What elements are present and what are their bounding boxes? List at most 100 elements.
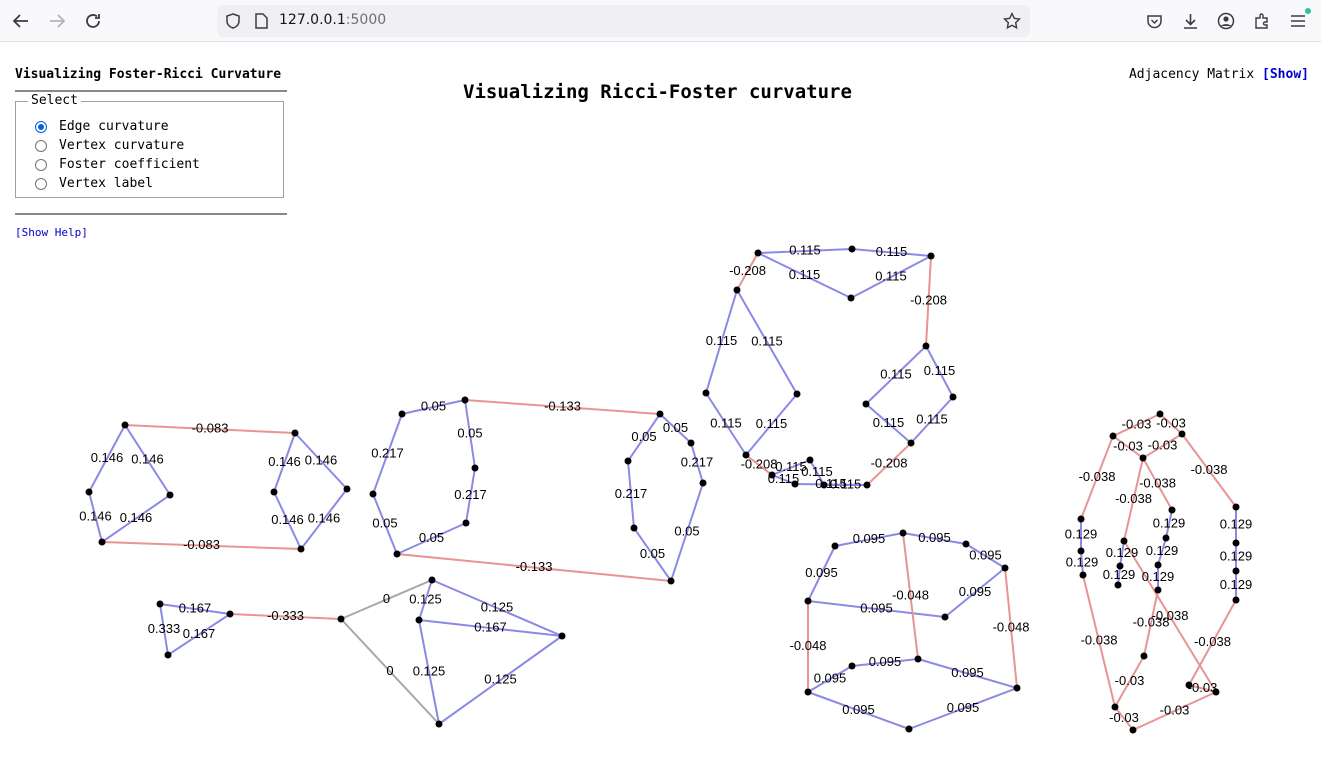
graph-edge[interactable]: [167, 613, 231, 656]
graph-edge[interactable]: [866, 442, 912, 486]
graph-edge[interactable]: [396, 553, 672, 582]
graph-edge[interactable]: [401, 399, 466, 415]
graph-vertex[interactable]: [847, 294, 855, 302]
graph-edge[interactable]: [1165, 509, 1173, 539]
graph-vertex[interactable]: [742, 451, 750, 459]
graph-vertex[interactable]: [1232, 503, 1240, 511]
graph-edge[interactable]: [159, 603, 231, 615]
graph-vertex[interactable]: [949, 393, 957, 401]
graph-vertex[interactable]: [941, 613, 949, 621]
graph-vertex[interactable]: [471, 464, 479, 472]
graph-edge[interactable]: [294, 432, 348, 490]
graph-vertex[interactable]: [702, 389, 710, 397]
graph-vertex[interactable]: [337, 615, 345, 623]
graph-vertex[interactable]: [1111, 703, 1119, 711]
graph-vertex[interactable]: [393, 550, 401, 558]
graph-vertex[interactable]: [1120, 537, 1128, 545]
graph-edge[interactable]: [273, 432, 296, 493]
graph-edge[interactable]: [418, 579, 433, 621]
graph-vertex[interactable]: [754, 249, 762, 257]
graph-vertex[interactable]: [768, 471, 776, 479]
radio-button[interactable]: [35, 158, 47, 171]
graph-edge[interactable]: [851, 658, 919, 667]
graph-vertex[interactable]: [1079, 571, 1087, 579]
graph-edge[interactable]: [1119, 540, 1125, 567]
radio-button[interactable]: [35, 177, 47, 190]
graph-vertex[interactable]: [656, 410, 664, 418]
graph-edge[interactable]: [1112, 413, 1161, 437]
graph-vertex[interactable]: [1139, 454, 1147, 462]
graph-vertex[interactable]: [369, 490, 377, 498]
graph-vertex[interactable]: [914, 655, 922, 663]
graph-vertex[interactable]: [793, 390, 801, 398]
graph-vertex[interactable]: [1129, 726, 1137, 734]
graph-edge[interactable]: [1142, 457, 1173, 511]
radio-vertex-curvature[interactable]: Vertex curvature: [35, 136, 184, 155]
graph-vertex[interactable]: [1116, 562, 1124, 570]
graph-vertex[interactable]: [1140, 652, 1148, 660]
graph-vertex[interactable]: [899, 529, 907, 537]
radio-foster-coefficient[interactable]: Foster coefficient: [35, 155, 200, 174]
graph-edge[interactable]: [1188, 684, 1217, 693]
graph-edge[interactable]: [807, 665, 853, 693]
graph-edge[interactable]: [431, 579, 563, 637]
graph-vertex[interactable]: [428, 576, 436, 584]
graph-edge[interactable]: [690, 442, 704, 484]
graph-edge[interactable]: [1080, 435, 1114, 520]
show-adjacency-link[interactable]: [Show]: [1262, 67, 1309, 82]
graph-vertex[interactable]: [907, 439, 915, 447]
graph-vertex[interactable]: [1212, 688, 1220, 696]
graph-vertex[interactable]: [415, 616, 423, 624]
graph-edge[interactable]: [809, 459, 825, 486]
graph-vertex[interactable]: [398, 410, 406, 418]
graph-vertex[interactable]: [121, 421, 129, 429]
radio-button[interactable]: [35, 139, 47, 152]
graph-vertex[interactable]: [848, 245, 856, 253]
graph-edge[interactable]: [627, 413, 661, 462]
back-icon[interactable]: [9, 9, 33, 33]
graph-edge[interactable]: [745, 454, 773, 476]
graph-edge[interactable]: [1157, 537, 1167, 566]
graph-vertex[interactable]: [226, 610, 234, 618]
show-help-link[interactable]: [Show Help]: [15, 226, 88, 239]
forward-icon[interactable]: [45, 9, 69, 33]
graph-edge[interactable]: [851, 248, 932, 257]
graph-edge[interactable]: [1082, 574, 1116, 708]
graph-edge[interactable]: [1123, 540, 1217, 693]
graph-edge[interactable]: [372, 493, 398, 555]
graph-edge[interactable]: [124, 424, 296, 434]
graph-vertex[interactable]: [461, 396, 469, 404]
graph-edge[interactable]: [372, 413, 403, 495]
radio-vertex-label[interactable]: Vertex label: [35, 174, 153, 193]
extensions-icon[interactable]: [1250, 9, 1274, 33]
graph-vertex[interactable]: [733, 286, 741, 294]
graph-vertex[interactable]: [1232, 596, 1240, 604]
graph-vertex[interactable]: [927, 252, 935, 260]
radio-button-checked[interactable]: [35, 120, 47, 133]
menu-icon[interactable]: [1286, 8, 1311, 33]
graph-vertex[interactable]: [1154, 586, 1162, 594]
graph-edge[interactable]: [705, 392, 747, 456]
graph-edge[interactable]: [633, 527, 672, 582]
graph-edge[interactable]: [670, 482, 704, 582]
graph-edge[interactable]: [229, 613, 342, 620]
graph-edge[interactable]: [464, 399, 476, 469]
graph-vertex[interactable]: [962, 540, 970, 548]
graph-edge[interactable]: [745, 393, 798, 456]
graph-vertex[interactable]: [791, 480, 799, 488]
graph-vertex[interactable]: [297, 545, 305, 553]
graph-vertex[interactable]: [630, 524, 638, 532]
graph-edge[interactable]: [910, 396, 954, 444]
graph-edge[interactable]: [438, 635, 563, 725]
graph-vertex[interactable]: [1001, 564, 1009, 572]
graph-edge[interactable]: [465, 467, 476, 524]
graph-edge[interactable]: [902, 532, 919, 660]
graph-edge[interactable]: [1188, 599, 1237, 686]
account-icon[interactable]: [1214, 9, 1238, 33]
graph-vertex[interactable]: [699, 479, 707, 487]
graph-vertex[interactable]: [1077, 547, 1085, 555]
graph-edge[interactable]: [794, 483, 868, 486]
graph-edge[interactable]: [340, 579, 433, 620]
reload-icon[interactable]: [81, 9, 105, 33]
graph-vertex[interactable]: [1232, 539, 1240, 547]
